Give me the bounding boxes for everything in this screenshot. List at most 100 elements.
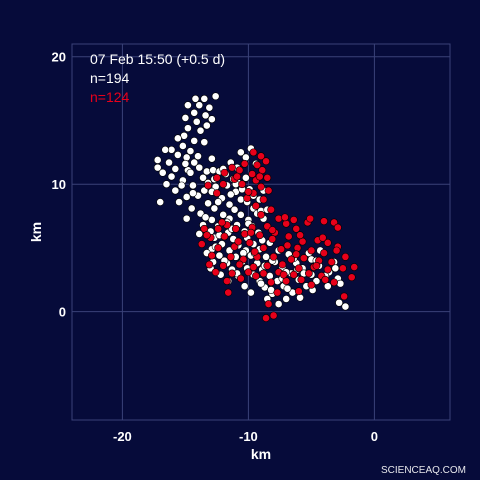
point-red xyxy=(294,264,303,273)
point-red xyxy=(347,273,356,282)
point-red xyxy=(320,249,328,257)
point-red xyxy=(278,260,287,269)
point-white xyxy=(335,298,344,307)
point-red xyxy=(212,189,221,198)
point-red xyxy=(330,278,338,287)
point-red xyxy=(273,288,282,297)
point-white xyxy=(175,198,183,206)
point-red xyxy=(249,148,258,157)
point-white xyxy=(167,172,176,181)
credit-label: SCIENCEAQ.COM xyxy=(381,465,466,476)
point-red xyxy=(338,264,347,273)
point-white xyxy=(190,136,199,145)
count-red-label: n=124 xyxy=(90,89,130,105)
point-red xyxy=(231,224,240,233)
y-tick-label: 0 xyxy=(59,305,66,320)
point-white xyxy=(156,198,165,206)
point-red xyxy=(306,214,315,223)
point-red xyxy=(340,292,349,301)
point-red xyxy=(263,173,272,182)
point-red xyxy=(226,252,235,261)
point-white xyxy=(240,282,249,291)
point-red xyxy=(327,258,336,266)
point-white xyxy=(200,138,209,147)
point-white xyxy=(207,154,216,163)
x-tick-label: -20 xyxy=(113,429,132,444)
point-red xyxy=(243,194,252,203)
point-white xyxy=(205,103,214,112)
point-white xyxy=(219,210,228,219)
point-red xyxy=(333,223,342,232)
point-white xyxy=(191,94,200,103)
point-red xyxy=(220,232,229,241)
point-red xyxy=(264,300,273,308)
point-white xyxy=(181,159,190,168)
x-tick-label: 0 xyxy=(371,429,378,444)
point-white xyxy=(182,214,191,223)
point-white xyxy=(195,101,204,110)
point-red xyxy=(293,244,302,252)
point-red xyxy=(268,226,277,234)
point-red xyxy=(219,180,228,189)
x-tick-labels: -20 -10 0 xyxy=(113,429,378,444)
point-white xyxy=(192,117,201,126)
point-white xyxy=(241,173,250,182)
point-white xyxy=(202,121,211,130)
point-red xyxy=(321,275,330,284)
point-white xyxy=(274,300,283,308)
point-red xyxy=(197,240,206,249)
y-tick-label: 10 xyxy=(52,177,66,192)
point-white xyxy=(173,134,182,143)
point-red xyxy=(284,232,293,241)
point-white xyxy=(195,163,204,172)
point-red xyxy=(304,269,313,278)
point-red xyxy=(240,159,249,168)
point-red xyxy=(323,265,332,274)
point-red xyxy=(299,254,308,263)
point-white xyxy=(199,173,207,182)
y-tick-label: 20 xyxy=(52,50,66,65)
point-white xyxy=(201,111,210,120)
point-white xyxy=(341,302,350,311)
point-red xyxy=(245,238,254,247)
point-red xyxy=(282,219,291,228)
point-red xyxy=(244,268,253,277)
x-tick-label: -10 xyxy=(239,429,258,444)
point-red xyxy=(228,269,236,278)
point-white xyxy=(296,293,304,302)
point-red xyxy=(320,217,328,226)
point-white xyxy=(184,124,192,133)
point-white xyxy=(204,199,212,208)
point-white xyxy=(209,166,218,175)
point-red xyxy=(253,161,262,169)
point-red xyxy=(259,269,268,278)
point-red xyxy=(220,168,229,177)
point-white xyxy=(165,158,173,167)
point-red xyxy=(332,246,341,255)
point-white xyxy=(201,213,210,222)
point-white xyxy=(182,193,191,201)
point-red xyxy=(204,181,212,190)
point-red xyxy=(312,261,321,270)
point-red xyxy=(268,235,277,243)
x-axis-title: km xyxy=(251,446,271,462)
point-red xyxy=(214,224,223,233)
point-red xyxy=(264,186,273,195)
point-red xyxy=(297,275,306,284)
point-white xyxy=(177,181,186,190)
point-red xyxy=(252,272,260,280)
point-red xyxy=(281,213,289,222)
point-red xyxy=(257,152,265,161)
point-red xyxy=(287,255,296,264)
point-white xyxy=(283,284,292,293)
point-white xyxy=(182,153,191,162)
point-red xyxy=(307,280,316,289)
point-red xyxy=(244,187,253,196)
point-red xyxy=(248,170,257,178)
point-white xyxy=(225,200,234,209)
y-axis-title: km xyxy=(28,222,44,242)
point-red xyxy=(318,233,327,242)
point-white xyxy=(181,114,190,122)
y-tick-labels: 0 10 20 xyxy=(52,50,66,320)
